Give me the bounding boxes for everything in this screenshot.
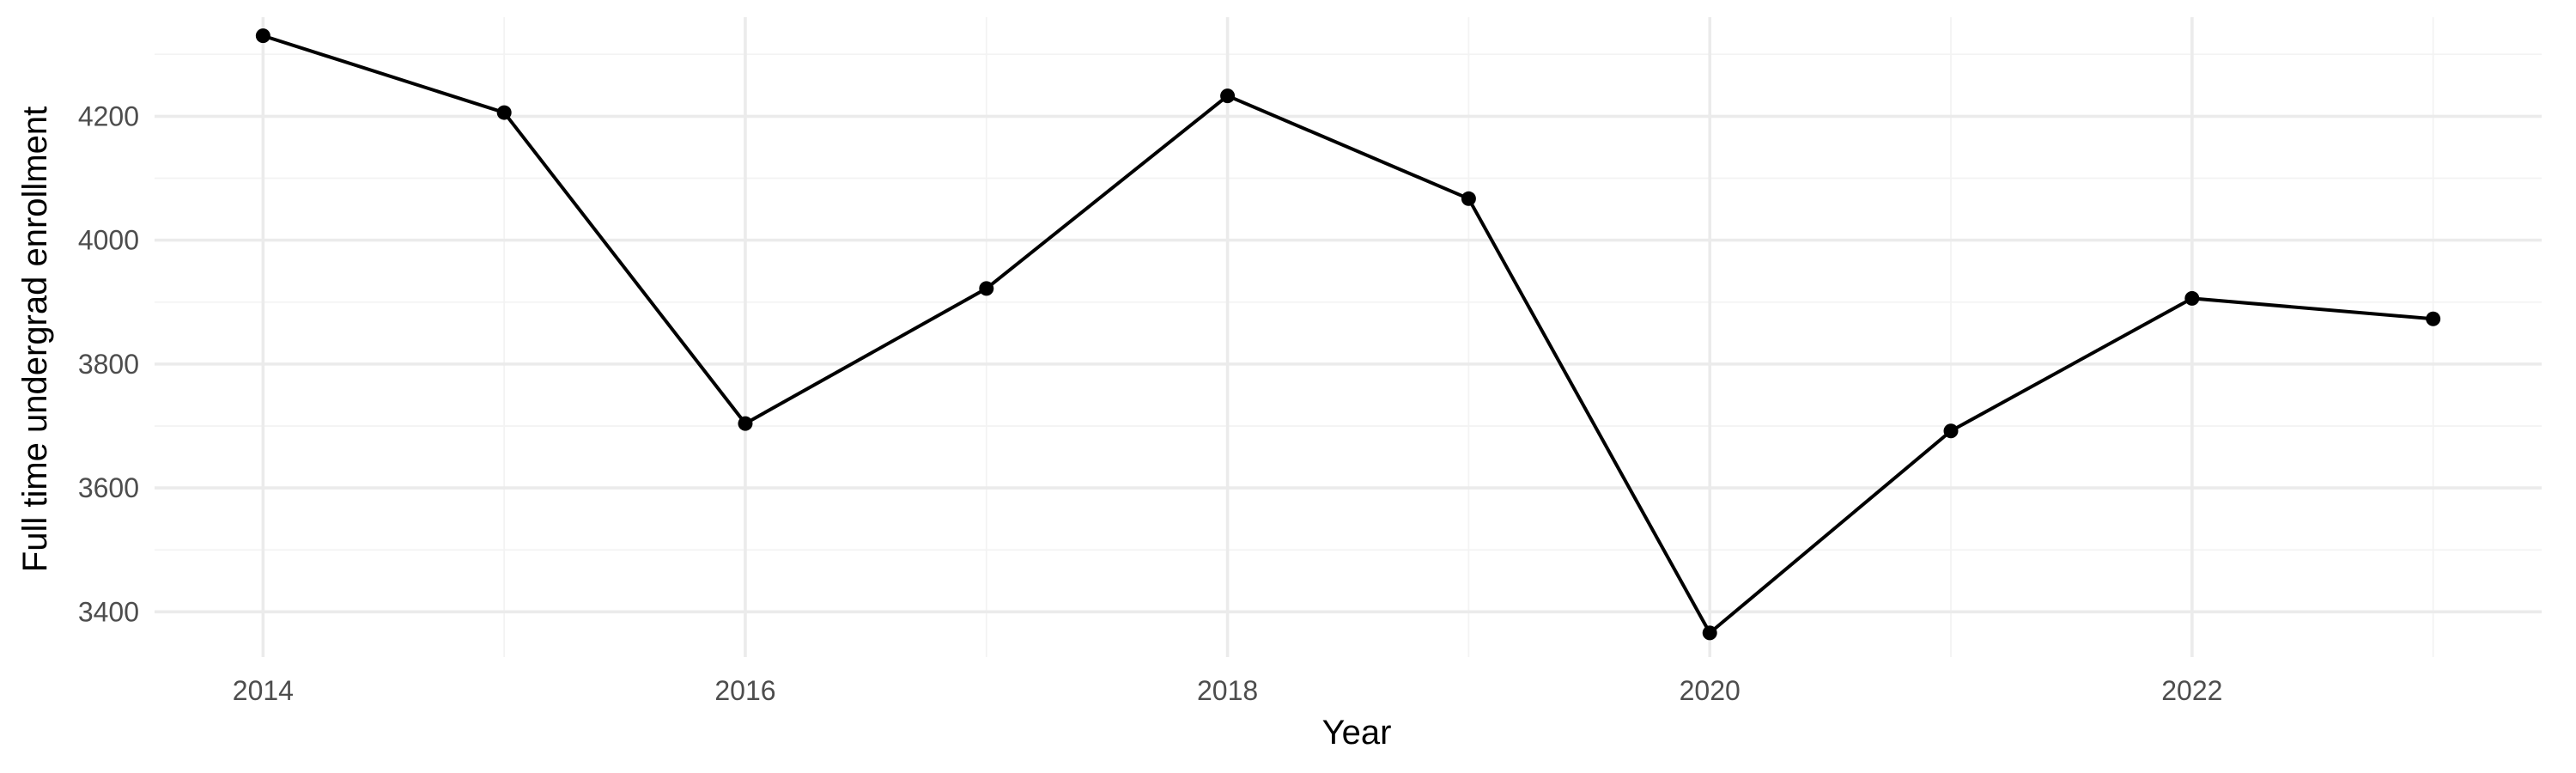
data-point (1461, 191, 1476, 206)
series (255, 28, 2441, 641)
gridlines (155, 17, 2542, 657)
data-point (496, 105, 512, 120)
x-tick-label: 2018 (1197, 675, 1258, 706)
y-tick-label: 3600 (78, 472, 139, 503)
y-tick-label: 3800 (78, 349, 139, 380)
x-tick-label: 2020 (1680, 675, 1741, 706)
data-point (738, 416, 753, 431)
data-point (1702, 625, 1717, 641)
data-point (1220, 88, 1236, 104)
data-point (2184, 290, 2200, 306)
y-tick-label: 4000 (78, 225, 139, 256)
y-tick-label: 3400 (78, 596, 139, 627)
x-tick-label: 2022 (2161, 675, 2222, 706)
data-point (979, 281, 994, 296)
y-axis-title: Full time undergrad enrollment (16, 107, 54, 572)
data-point (255, 28, 270, 44)
x-tick-label: 2014 (233, 675, 294, 706)
y-tick-label: 4200 (78, 100, 139, 131)
data-point (1943, 423, 1959, 439)
series-line (262, 33, 2433, 635)
tick-labels: 3400 3600 3800 4000 4200 2014 2016 2018 2020 2022 (78, 100, 2223, 706)
data-point (2426, 311, 2441, 326)
x-axis-title: Year (1322, 714, 1392, 752)
x-tick-label: 2016 (714, 675, 775, 706)
